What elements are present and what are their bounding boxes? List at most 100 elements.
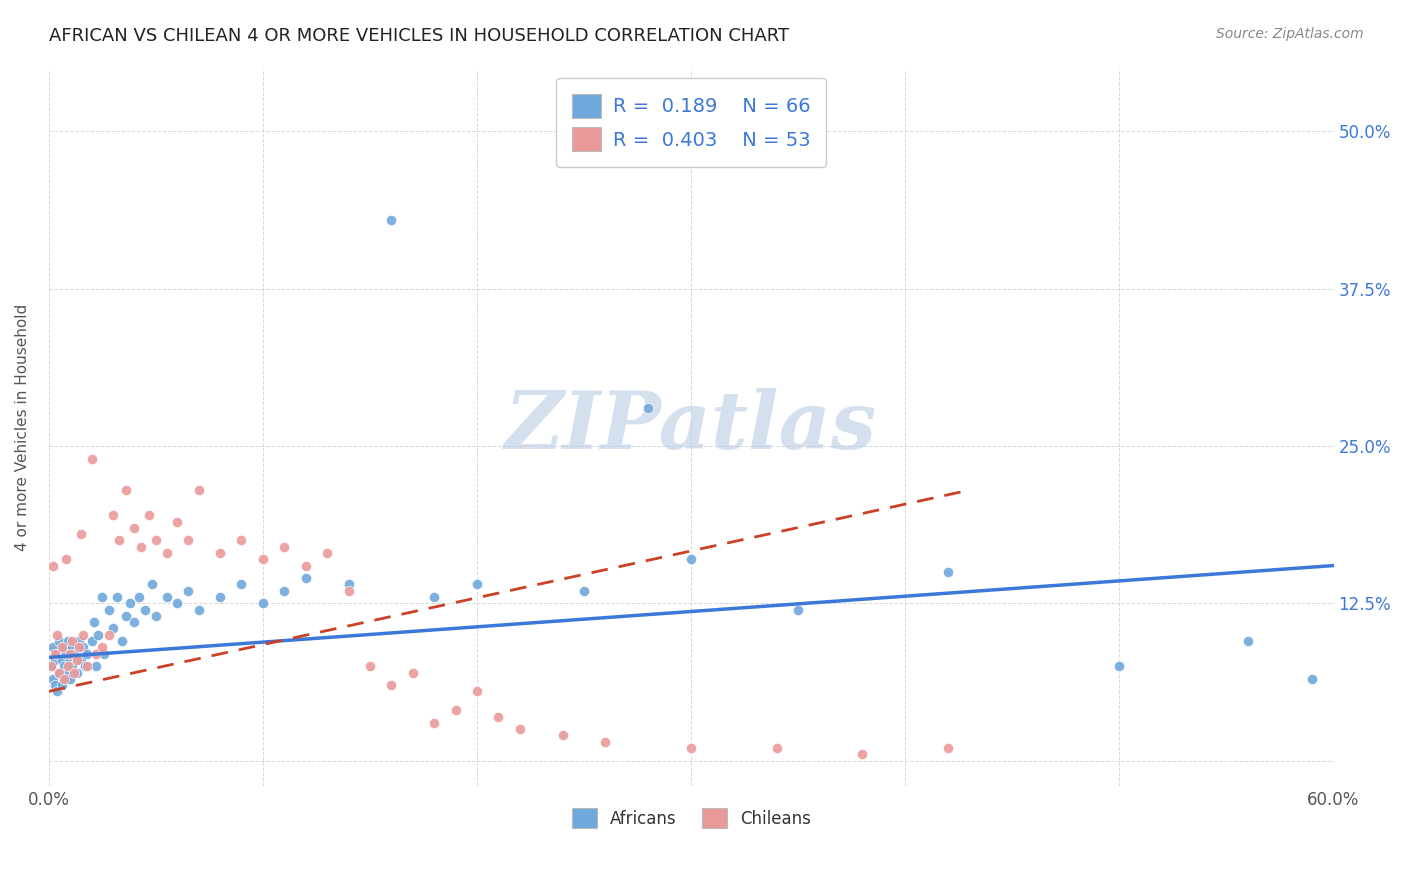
Point xyxy=(294,558,316,573)
Point xyxy=(55,552,77,566)
Point xyxy=(787,602,810,616)
Point xyxy=(44,678,66,692)
Point xyxy=(681,552,703,566)
Point xyxy=(63,647,86,661)
Point xyxy=(380,678,402,692)
Point xyxy=(91,640,114,655)
Point xyxy=(101,508,124,523)
Point xyxy=(486,709,509,723)
Point xyxy=(166,596,188,610)
Point xyxy=(52,640,75,655)
Point xyxy=(56,634,79,648)
Point xyxy=(59,672,82,686)
Point xyxy=(273,540,295,554)
Point xyxy=(337,577,360,591)
Text: AFRICAN VS CHILEAN 4 OR MORE VEHICLES IN HOUSEHOLD CORRELATION CHART: AFRICAN VS CHILEAN 4 OR MORE VEHICLES IN… xyxy=(49,27,789,45)
Point xyxy=(141,577,163,591)
Point xyxy=(1301,672,1323,686)
Point xyxy=(444,703,467,717)
Point xyxy=(70,653,93,667)
Point xyxy=(209,590,232,604)
Point xyxy=(44,647,66,661)
Point xyxy=(67,634,90,648)
Point xyxy=(75,659,97,673)
Point xyxy=(84,647,107,661)
Point xyxy=(177,533,200,548)
Point xyxy=(231,577,253,591)
Point xyxy=(59,647,82,661)
Point xyxy=(60,640,83,655)
Point xyxy=(60,634,83,648)
Point xyxy=(252,552,274,566)
Point xyxy=(681,741,703,756)
Point xyxy=(65,665,87,680)
Point xyxy=(51,640,73,655)
Point xyxy=(60,659,83,673)
Point xyxy=(80,634,103,648)
Point xyxy=(72,628,94,642)
Point xyxy=(97,602,120,616)
Point xyxy=(155,590,177,604)
Point xyxy=(145,533,167,548)
Point xyxy=(114,608,136,623)
Point xyxy=(595,735,617,749)
Point xyxy=(51,678,73,692)
Point xyxy=(48,665,70,680)
Point xyxy=(637,401,659,416)
Point xyxy=(129,540,152,554)
Point xyxy=(39,659,62,673)
Point xyxy=(110,634,132,648)
Point xyxy=(91,590,114,604)
Point xyxy=(423,590,446,604)
Point xyxy=(166,515,188,529)
Point xyxy=(114,483,136,497)
Point xyxy=(84,659,107,673)
Point xyxy=(359,659,381,673)
Point xyxy=(551,728,574,742)
Point xyxy=(252,596,274,610)
Point xyxy=(1108,659,1130,673)
Point xyxy=(76,659,98,673)
Point xyxy=(56,659,79,673)
Point xyxy=(108,533,131,548)
Point xyxy=(42,672,65,686)
Text: Source: ZipAtlas.com: Source: ZipAtlas.com xyxy=(1216,27,1364,41)
Point xyxy=(105,590,128,604)
Point xyxy=(177,583,200,598)
Point xyxy=(80,451,103,466)
Point xyxy=(209,546,232,560)
Point xyxy=(63,665,86,680)
Point xyxy=(48,634,70,648)
Point xyxy=(572,583,595,598)
Point xyxy=(124,615,146,630)
Point xyxy=(55,647,77,661)
Point xyxy=(380,212,402,227)
Point xyxy=(187,483,209,497)
Point xyxy=(46,628,69,642)
Legend: Africans, Chileans: Africans, Chileans xyxy=(565,801,817,835)
Point xyxy=(936,741,959,756)
Point xyxy=(337,583,360,598)
Point xyxy=(187,602,209,616)
Point xyxy=(134,602,156,616)
Point xyxy=(46,647,69,661)
Point xyxy=(83,615,105,630)
Point xyxy=(46,684,69,698)
Point xyxy=(138,508,160,523)
Point xyxy=(52,672,75,686)
Point xyxy=(42,640,65,655)
Point xyxy=(72,640,94,655)
Point xyxy=(231,533,253,548)
Point xyxy=(44,653,66,667)
Point xyxy=(55,672,77,686)
Point xyxy=(936,565,959,579)
Point xyxy=(59,653,82,667)
Point xyxy=(128,590,150,604)
Point xyxy=(39,659,62,673)
Text: ZIPatlas: ZIPatlas xyxy=(505,388,877,466)
Point xyxy=(87,628,110,642)
Point xyxy=(273,583,295,598)
Point xyxy=(120,596,142,610)
Point xyxy=(70,527,93,541)
Point xyxy=(67,640,90,655)
